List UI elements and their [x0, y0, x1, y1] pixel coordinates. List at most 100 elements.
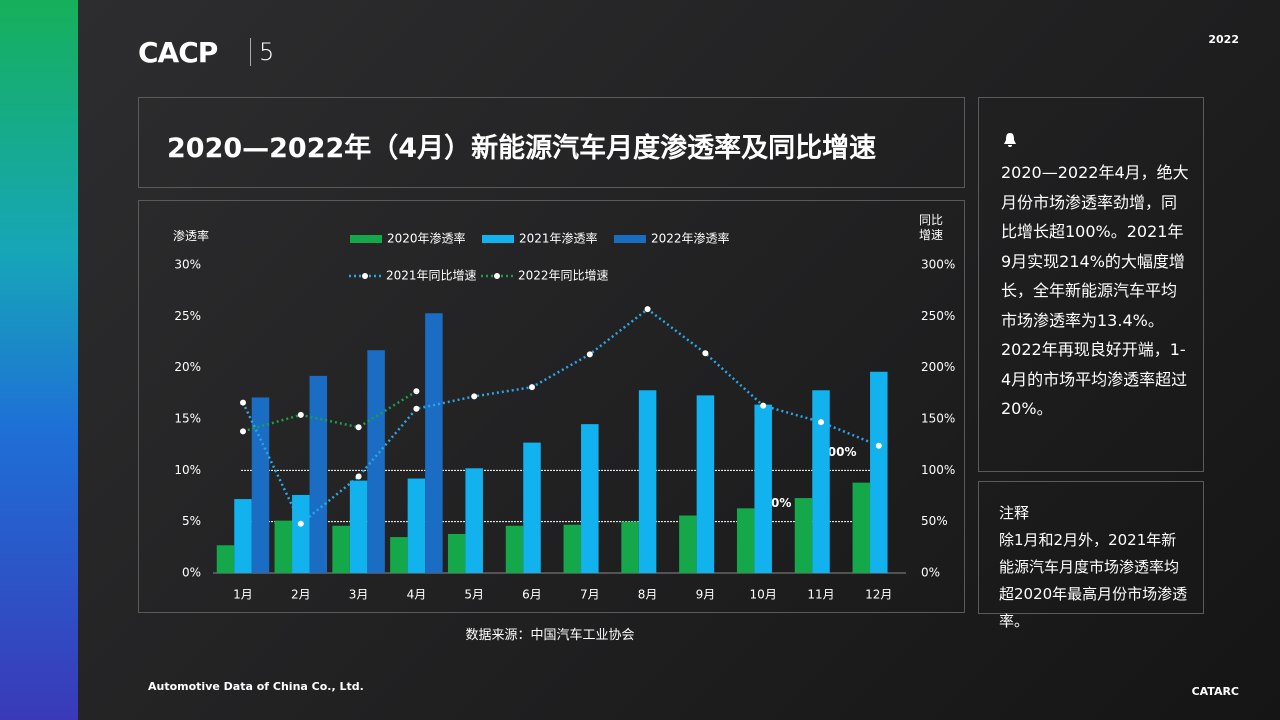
- logo: CACP: [138, 36, 218, 69]
- line-point: [413, 388, 420, 395]
- line: [241, 307, 880, 526]
- legend-swatch: [614, 235, 646, 243]
- bar: [367, 350, 385, 573]
- highlight-box: 2020—2022年4月，绝大月份市场渗透率劲增，同比增长超100%。2021年…: [978, 97, 1204, 472]
- x-tick-label: 10月: [750, 588, 777, 602]
- x-tick-label: 1月: [233, 588, 253, 602]
- y2-tick-label: 100%: [921, 463, 955, 477]
- bar: [425, 313, 443, 573]
- x-tick-label: 11月: [807, 588, 834, 602]
- line-point: [240, 399, 246, 406]
- y-tick-label: 20%: [174, 360, 201, 374]
- x-tick-label: 8月: [638, 588, 658, 602]
- bar: [505, 525, 524, 573]
- bar: [621, 521, 639, 573]
- y-tick-label: 15%: [174, 412, 201, 426]
- y-tick-label: 30%: [174, 258, 201, 272]
- bar: [638, 390, 657, 573]
- bar: [812, 390, 830, 573]
- note-text: 除1月和2月外，2021年新能源汽车月度市场渗透率均超2020年最高月份市场渗透…: [999, 531, 1188, 630]
- line-point: [471, 393, 478, 400]
- line-point: [297, 411, 304, 418]
- y-tick-label: 10%: [174, 463, 201, 477]
- x-tick-label: 9月: [696, 588, 716, 602]
- y2-tick-label: 200%: [921, 360, 955, 374]
- chart-title: 2020—2022年（4月）新能源汽车月度渗透率及同比增速: [167, 133, 877, 164]
- line-point: [818, 419, 824, 426]
- bell-icon: [1004, 133, 1016, 147]
- line-point: [702, 350, 709, 357]
- bar: [234, 499, 252, 573]
- bar: [349, 480, 368, 573]
- line-point: [875, 442, 882, 449]
- bar: [581, 424, 599, 573]
- year: 2022: [1208, 33, 1239, 46]
- y2-tick-label: 0%: [921, 566, 940, 580]
- y-axis-label: 渗透率: [173, 229, 210, 243]
- legend-label: 2022年渗透率: [651, 231, 730, 246]
- legend-swatch: [350, 235, 382, 243]
- bar: [309, 375, 328, 573]
- highlight-text: 2020—2022年4月，绝大月份市场渗透率劲增，同比增长超100%。2021年…: [1001, 163, 1189, 418]
- y2-tick-label: 250%: [921, 309, 955, 323]
- note-box: 注释除1月和2月外，2021年新能源汽车月度市场渗透率均超2020年最高月份市场…: [978, 481, 1204, 630]
- chart: 0% 5% 10% 15% 20% 25% 30% 0% 50% 100% 150% 200% 250%…: [174, 231, 955, 602]
- bar: [852, 482, 871, 573]
- footer-right: CATARC: [1191, 685, 1239, 698]
- y2-tick-label: 300%: [921, 258, 955, 272]
- y-tick-label: 0%: [182, 566, 201, 580]
- y-tick-label: 25%: [174, 309, 201, 323]
- bar: [523, 442, 541, 573]
- x-tick-label: 2月: [291, 588, 311, 602]
- legend-label: 2022年同比增速: [518, 269, 609, 283]
- line-point: [760, 402, 767, 409]
- bar: [332, 525, 350, 573]
- y2-tick-label: 50%: [921, 514, 948, 528]
- source: 数据来源：中国汽车工业协会: [465, 628, 635, 643]
- bar: [292, 494, 310, 573]
- bar: [696, 395, 715, 573]
- legend-swatch: [482, 235, 514, 243]
- x-tick-label: 3月: [349, 588, 369, 602]
- title-box: 2020—2022年（4月）新能源汽车月度渗透率及同比增速: [138, 97, 965, 188]
- bar: [216, 545, 235, 573]
- legend-label: 2020年渗透率: [387, 231, 466, 246]
- note: 注释除1月和2月外，2021年新能源汽车月度市场渗透率均超2020年最高月份市场…: [999, 500, 1191, 635]
- bar: [407, 478, 426, 573]
- x-tick-label: 7月: [580, 588, 600, 602]
- bar: [754, 404, 772, 573]
- legend-marker: [362, 273, 368, 279]
- bar: [563, 524, 582, 573]
- line-point: [240, 428, 246, 435]
- chart-box: 渗透率 同比增速 0% 5% 10% 15% 20% 25% 30% 0% 50% 100% 150…: [138, 200, 965, 613]
- bar: [736, 508, 755, 573]
- note-title: 注释: [999, 504, 1030, 522]
- bar: [447, 533, 466, 573]
- line-point: [529, 384, 535, 391]
- bar: [274, 520, 293, 573]
- bar: [679, 515, 697, 573]
- line-point: [297, 520, 304, 527]
- bar: [251, 397, 270, 573]
- logo-number: 5: [250, 38, 274, 66]
- footer-left: Automotive Data of China Co., Ltd.: [148, 680, 364, 693]
- legend-marker: [494, 273, 500, 279]
- x-tick-label: 6月: [522, 588, 542, 602]
- bar: [465, 468, 483, 573]
- legend-label: 2021年渗透率: [519, 231, 598, 246]
- x-tick-label: 5月: [464, 588, 484, 602]
- line-point: [355, 473, 362, 480]
- bar: [794, 498, 813, 573]
- y2-tick-label: 150%: [921, 412, 955, 426]
- line: [242, 390, 418, 433]
- x-tick-label: 12月: [865, 588, 892, 602]
- y2-axis-label: 同比增速: [919, 213, 944, 242]
- legend-label: 2021年同比增速: [386, 269, 477, 283]
- color-strip: [0, 0, 78, 720]
- line-point: [355, 424, 362, 431]
- bar: [870, 371, 888, 573]
- line-point: [413, 405, 420, 412]
- line-point: [644, 306, 651, 313]
- bar: [390, 537, 408, 573]
